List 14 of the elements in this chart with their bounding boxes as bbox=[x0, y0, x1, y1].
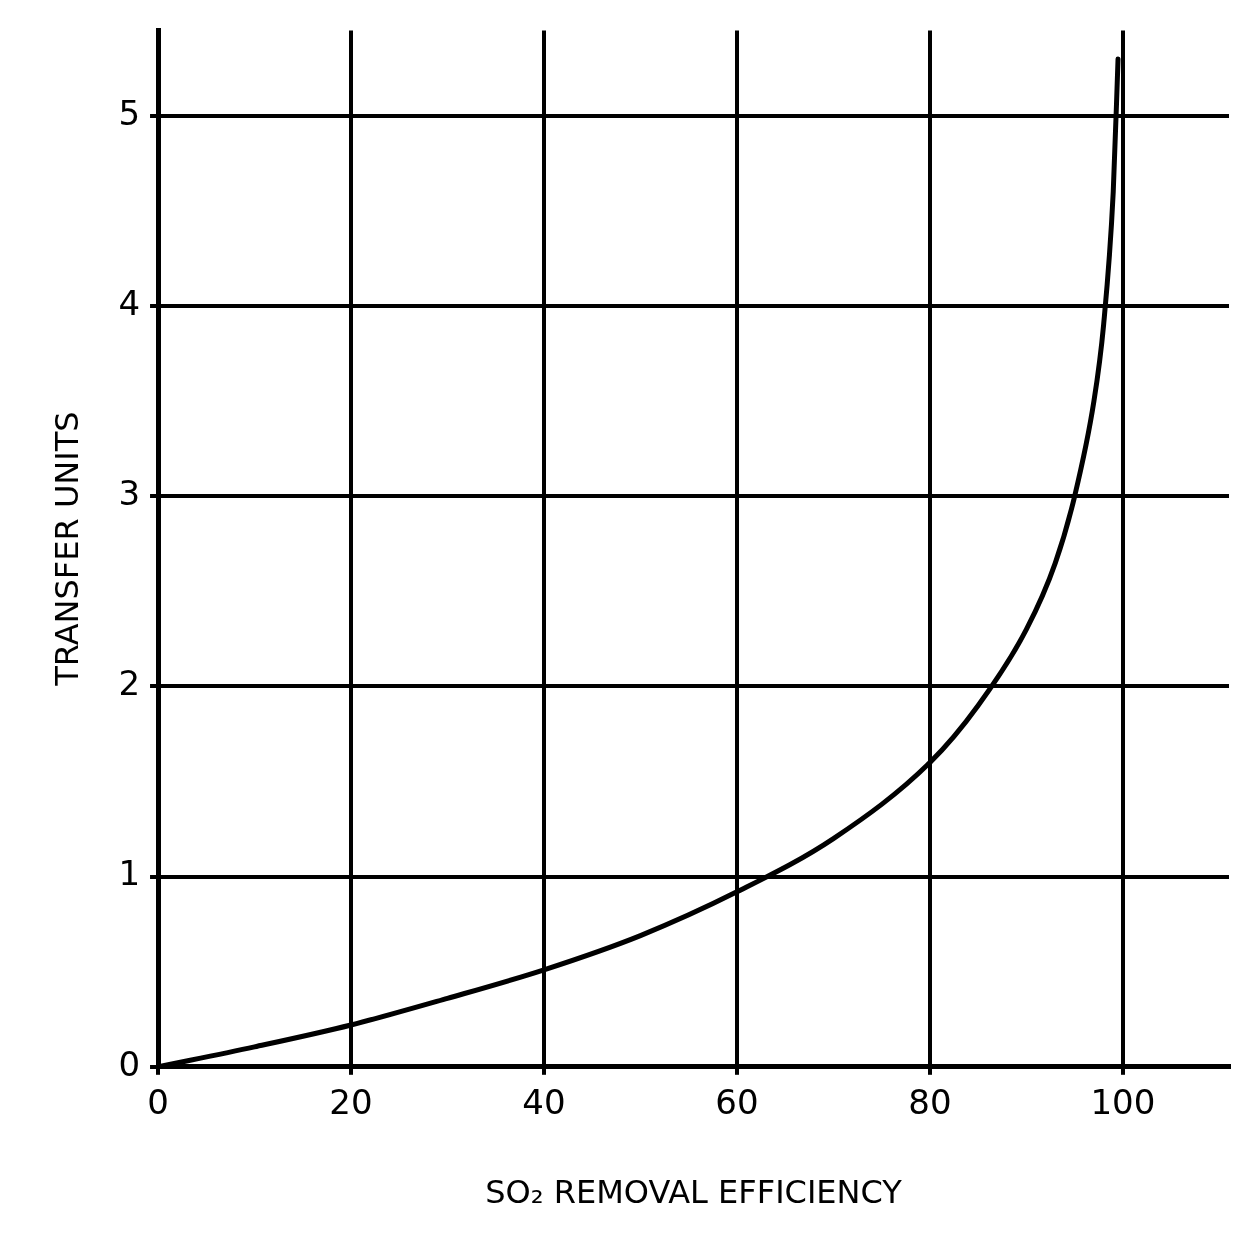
y-tick-label: 0 bbox=[118, 1043, 141, 1084]
x-tick-label: 40 bbox=[522, 1082, 566, 1123]
x-tick-label: 0 bbox=[147, 1082, 169, 1123]
x-tick-label: 60 bbox=[715, 1082, 759, 1123]
y-axis-title: TRANSFER UNITS bbox=[47, 411, 86, 687]
x-tick-label: 100 bbox=[1090, 1082, 1156, 1123]
x-tick-label: 20 bbox=[329, 1082, 373, 1123]
y-tick-label: 1 bbox=[118, 853, 141, 894]
y-tick-label: 2 bbox=[118, 663, 141, 704]
y-tick-label: 4 bbox=[118, 282, 141, 323]
y-tick-label: 5 bbox=[118, 92, 141, 133]
y-tick-label: 3 bbox=[118, 473, 141, 514]
x-tick-label: 80 bbox=[908, 1082, 952, 1123]
x-axis-title: SO₂ REMOVAL EFFICIENCY bbox=[485, 1173, 903, 1212]
